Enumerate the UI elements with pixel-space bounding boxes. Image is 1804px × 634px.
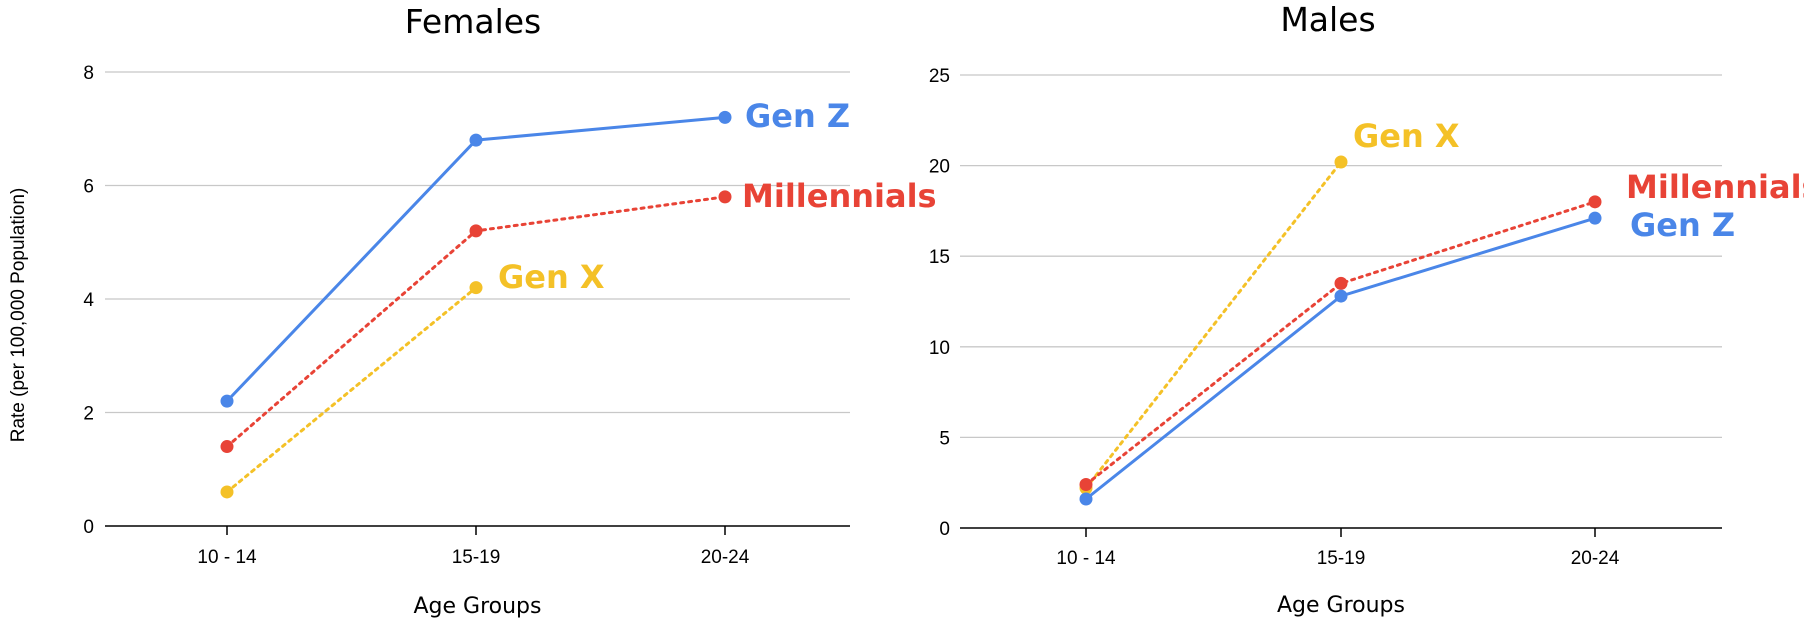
- millennials-point: [220, 440, 234, 454]
- millennials-point: [1588, 195, 1602, 209]
- millennials-point: [469, 224, 483, 238]
- y-tick-label: 6: [83, 177, 94, 198]
- gen-z-line: [1085, 216, 1596, 501]
- millennials-point: [718, 190, 732, 204]
- gen-x-point: [1334, 155, 1348, 169]
- y-tick-label: 15: [929, 247, 950, 268]
- x-axis-title: Age Groups: [1277, 593, 1405, 618]
- females-chart: Females 0 2 4 6 8 10 - 14 15-19 20-24 Age Groups G…: [83, 2, 936, 619]
- x-tick-label: 10 - 14: [197, 547, 257, 568]
- gen-z-line: [225, 115, 726, 403]
- gen-x-line: [1084, 160, 1343, 490]
- y-tick-label: 20: [929, 157, 950, 178]
- gen-z-point: [1334, 289, 1348, 303]
- millennials-label: Millennials: [1626, 168, 1804, 206]
- gen-x-label: Gen X: [498, 258, 605, 296]
- millennials-point: [1079, 478, 1093, 492]
- gen-z-point: [220, 394, 234, 408]
- y-tick-label: 4: [83, 290, 94, 311]
- x-tick-label: 10 - 14: [1056, 548, 1116, 569]
- gen-x-line: [225, 286, 478, 494]
- y-tick-label: 25: [929, 66, 950, 87]
- y-tick-label: 0: [83, 517, 94, 538]
- gen-x-point: [220, 485, 234, 499]
- x-tick-label: 20-24: [1571, 548, 1620, 569]
- y-tick-label: 2: [83, 404, 94, 425]
- x-tick-label: 15-19: [1317, 548, 1366, 569]
- x-tick-label: 15-19: [452, 547, 501, 568]
- y-tick-label: 10: [929, 338, 950, 359]
- gen-x-point: [469, 281, 483, 295]
- x-tick-label: 20-24: [701, 547, 750, 568]
- gen-z-point: [1079, 492, 1093, 506]
- gen-z-point: [1588, 211, 1602, 225]
- y-axis-title: Rate (per 100,000 Population): [8, 188, 29, 443]
- millennials-point: [1334, 276, 1348, 290]
- y-tick-label: 0: [939, 519, 950, 540]
- males-chart: Males 0 5 10 15 20 25 10 - 14 15-19 20-24 Age Grou…: [929, 0, 1804, 618]
- gen-x-label: Gen X: [1353, 117, 1460, 155]
- millennials-label: Millennials: [742, 177, 937, 215]
- chart-title: Females: [405, 2, 542, 41]
- y-tick-label: 5: [939, 428, 950, 449]
- y-tick-label: 8: [83, 63, 94, 84]
- chart-title: Males: [1280, 0, 1375, 39]
- gen-z-label: Gen Z: [1630, 206, 1735, 244]
- gen-z-point: [469, 133, 483, 147]
- x-axis-title: Age Groups: [414, 594, 542, 619]
- gen-z-point: [718, 110, 732, 124]
- millennials-line: [1084, 200, 1597, 487]
- gen-z-label: Gen Z: [745, 97, 850, 135]
